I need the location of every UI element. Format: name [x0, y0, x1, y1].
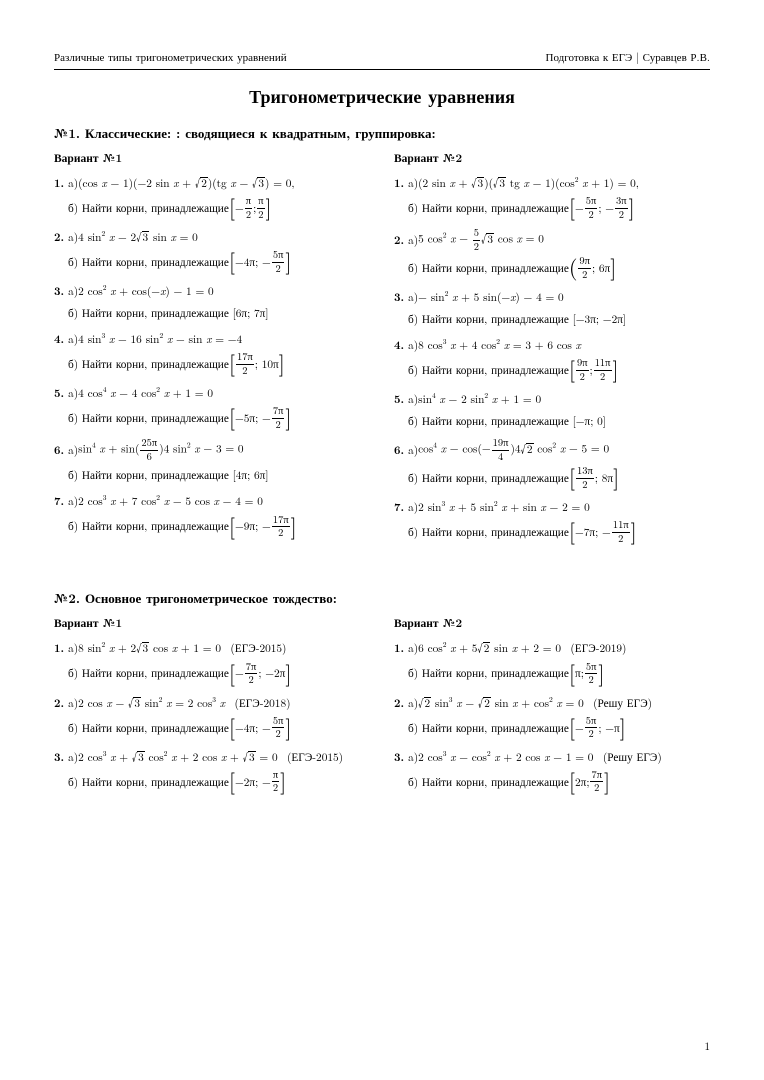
problem-a: 2. a) 5 cos2 x − 523 cos x = 0	[394, 228, 710, 252]
problem-b: б) Найти корни, принадлежащие [−5π; −7π2…	[68, 406, 370, 430]
problem-b: б) Найти корни, принадлежащие [−7π; −11π…	[408, 520, 710, 544]
problem-b: б) Найти корни, принадлежащие [2π; 7π2]	[408, 770, 710, 794]
problem-b: б) Найти корни, принадлежащие [17π2; 10π…	[68, 352, 370, 376]
page-title: Тригонометрические уравнения	[54, 84, 710, 109]
problem-b: б) Найти корни, принадлежащие [−9π; −17π…	[68, 515, 370, 539]
problem-a: 3. a) 2 cos3 x + 3 cos2 x + 2 cos x + 3 …	[54, 748, 370, 766]
header-right: Подготовка к ЕГЭ | Суравцев Р.В.	[546, 50, 710, 65]
problem-b: б) Найти корни, принадлежащие [13π2; 8π]	[408, 466, 710, 490]
problem-a: 2. a) 4 sin2 x − 23 sin x = 0	[54, 228, 370, 246]
page-number: 1	[705, 1039, 711, 1054]
content: №1. Классические: : сводящиеся к квадрат…	[54, 123, 710, 802]
problem-b: б) Найти корни, принадлежащие [−4π; −5π2…	[68, 716, 370, 740]
problem-a: 2. a) 2 sin3 x − 2 sin x + cos2 x = 0 (Р…	[394, 694, 710, 712]
problem-a: 5. a) sin4 x − 2 sin2 x + 1 = 0	[394, 390, 710, 408]
problem-a: 4. a) 4 sin3 x − 16 sin2 x − sin x = −4	[54, 330, 370, 348]
problem-a: 1. a) (cos x − 1)(−2 sin x + 2)(tg x − 3…	[54, 174, 370, 192]
header-left: Различные типы тригонометрических уравне…	[54, 50, 287, 65]
variant-column: Вариант №1 1. a) 8 sin2 x + 23 cos x + 1 …	[54, 613, 370, 801]
problem-a: 3. a) − sin2 x + 5 sin(−x) − 4 = 0	[394, 288, 710, 306]
problem-b: б) Найти корни, принадлежащие (9π2; 6π]	[408, 256, 710, 280]
problem-b: б) Найти корни, принадлежащие [−5π2; −3π…	[408, 196, 710, 220]
problem-b: б) Найти корни, принадлежащие [−π2; π2]	[68, 196, 370, 220]
problem-a: 1. a) (2 sin x + 3)(3 tg x − 1)(cos2 x +…	[394, 174, 710, 192]
variant-heading: Вариант №2	[394, 150, 710, 166]
variant-column: Вариант №2 1. a) 6 cos2 x + 52 sin x + 2 …	[394, 613, 710, 801]
problem-a: 5. a) 4 cos4 x − 4 cos2 x + 1 = 0	[54, 384, 370, 402]
problem-b: б) Найти корни, принадлежащие [−2π; −π2]	[68, 770, 370, 794]
problem-a: 1. a) 6 cos2 x + 52 sin x + 2 = 0 (ЕГЭ-2…	[394, 639, 710, 657]
problem-a: 2. a) 2 cos x − 3 sin2 x = 2 cos3 x (ЕГЭ…	[54, 694, 370, 712]
problem-b: б) Найти корни, принадлежащие [π; 5π2]	[408, 662, 710, 686]
problem-a: 7. a) 2 sin3 x + 5 sin2 x + sin x − 2 = …	[394, 498, 710, 516]
problem-b: б) Найти корни, принадлежащие [−5π2; −π]	[408, 716, 710, 740]
columns: Вариант №1 1. a) 8 sin2 x + 23 cos x + 1 …	[54, 613, 710, 801]
variant-column: Вариант №1 1. a) (cos x − 1)(−2 sin x + 2…	[54, 148, 370, 552]
problem-a: 3. a) 2 cos2 x + cos(−x) − 1 = 0	[54, 282, 370, 300]
problem-a: 6. a) sin4 x + sin(25π6)4 sin2 x − 3 = 0	[54, 438, 370, 462]
problem-b: б) Найти корни, принадлежащие [−3π; −2π]	[408, 310, 710, 328]
problem-a: 7. a) 2 cos3 x + 7 cos2 x − 5 cos x − 4 …	[54, 492, 370, 510]
variant-heading: Вариант №1	[54, 615, 370, 631]
problem-a: 4. a) 8 cos3 x + 4 cos2 x = 3 + 6 cos x	[394, 336, 710, 354]
problem-b: б) Найти корни, принадлежащие [−7π2; −2π…	[68, 662, 370, 686]
problem-a: 3. a) 2 cos3 x − cos2 x + 2 cos x − 1 = …	[394, 748, 710, 766]
variant-heading: Вариант №2	[394, 615, 710, 631]
problem-b: б) Найти корни, принадлежащие [6π; 7π]	[68, 304, 370, 322]
columns: Вариант №1 1. a) (cos x − 1)(−2 sin x + 2…	[54, 148, 710, 552]
problem-a: 6. a) cos4 x − cos(−19π4)42 cos2 x − 5 =…	[394, 438, 710, 462]
page-header: Различные типы тригонометрических уравне…	[54, 50, 710, 65]
problem-b: б) Найти корни, принадлежащие [−4π; −5π2…	[68, 250, 370, 274]
header-rule	[54, 69, 710, 70]
section-heading: №2. Основное тригонометрическое тождеств…	[54, 588, 710, 607]
problem-a: 1. a) 8 sin2 x + 23 cos x + 1 = 0 (ЕГЭ-2…	[54, 639, 370, 657]
problem-b: б) Найти корни, принадлежащие [−π; 0]	[408, 412, 710, 430]
section-heading: №1. Классические: : сводящиеся к квадрат…	[54, 123, 710, 142]
problem-b: б) Найти корни, принадлежащие [9π2; 11π2…	[408, 358, 710, 382]
variant-heading: Вариант №1	[54, 150, 370, 166]
variant-column: Вариант №2 1. a) (2 sin x + 3)(3 tg x − 1…	[394, 148, 710, 552]
problem-b: б) Найти корни, принадлежащие [4π; 6π]	[68, 466, 370, 484]
